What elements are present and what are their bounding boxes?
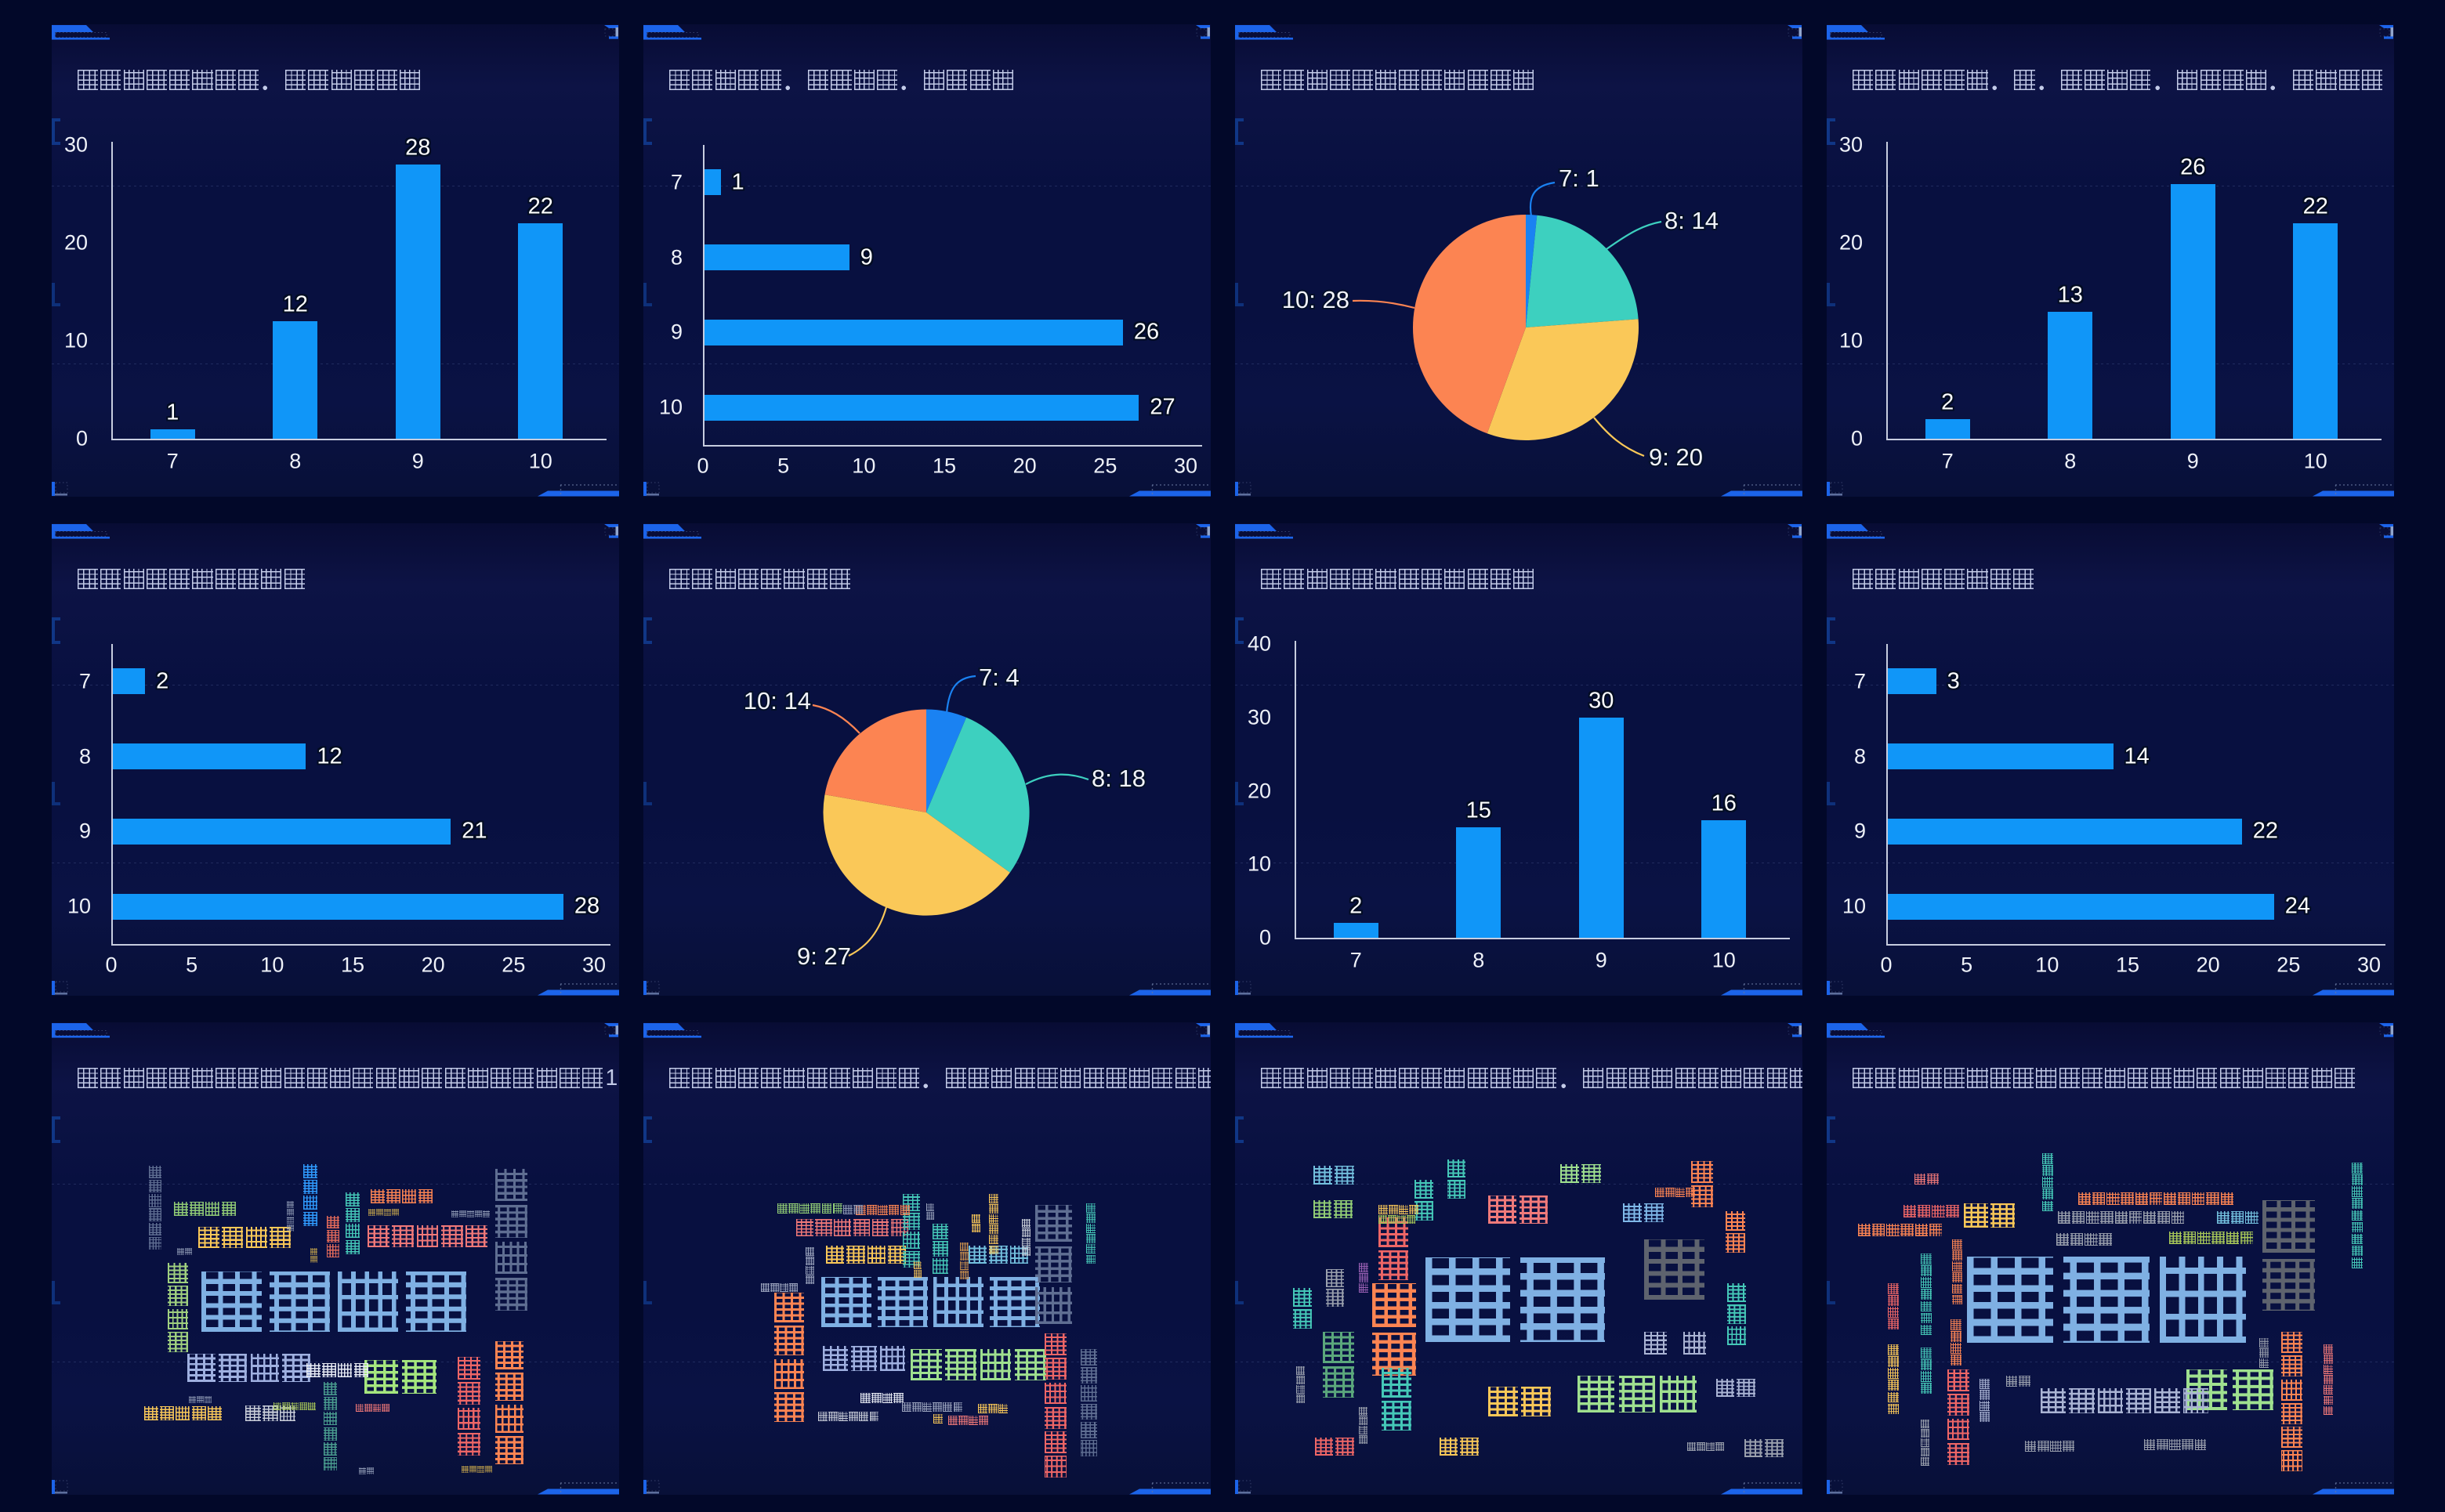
svg-text:8: 14: 8: 14: [1664, 207, 1719, 234]
svg-text:10: 14: 10: 14: [744, 687, 811, 714]
svg-text:9: 27: 9: 27: [797, 942, 851, 970]
svg-text:10: 28: 10: 28: [1282, 286, 1349, 313]
svg-text:7: 4: 7: 4: [979, 664, 1020, 691]
svg-text:7: 1: 7: 1: [1559, 165, 1599, 192]
svg-text:8: 18: 8: 18: [1092, 765, 1146, 792]
svg-text:9: 20: 9: 20: [1649, 443, 1703, 471]
